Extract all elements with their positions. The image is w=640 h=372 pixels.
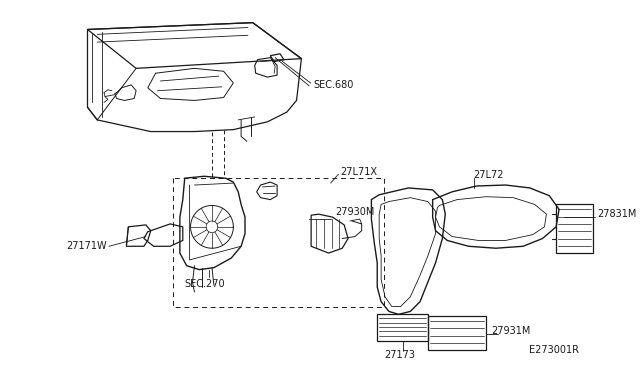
Text: SEC.270: SEC.270 [185, 279, 225, 289]
Text: 27L72: 27L72 [474, 170, 504, 180]
Text: 27931M: 27931M [491, 326, 531, 336]
Text: 27930M: 27930M [335, 207, 375, 217]
Text: SEC.680: SEC.680 [313, 80, 353, 90]
Text: 27171W: 27171W [66, 241, 107, 251]
Text: E273001R: E273001R [529, 345, 579, 355]
Text: 27831M: 27831M [597, 209, 636, 219]
Text: 27173: 27173 [384, 350, 415, 360]
Text: 27L71X: 27L71X [340, 167, 378, 177]
